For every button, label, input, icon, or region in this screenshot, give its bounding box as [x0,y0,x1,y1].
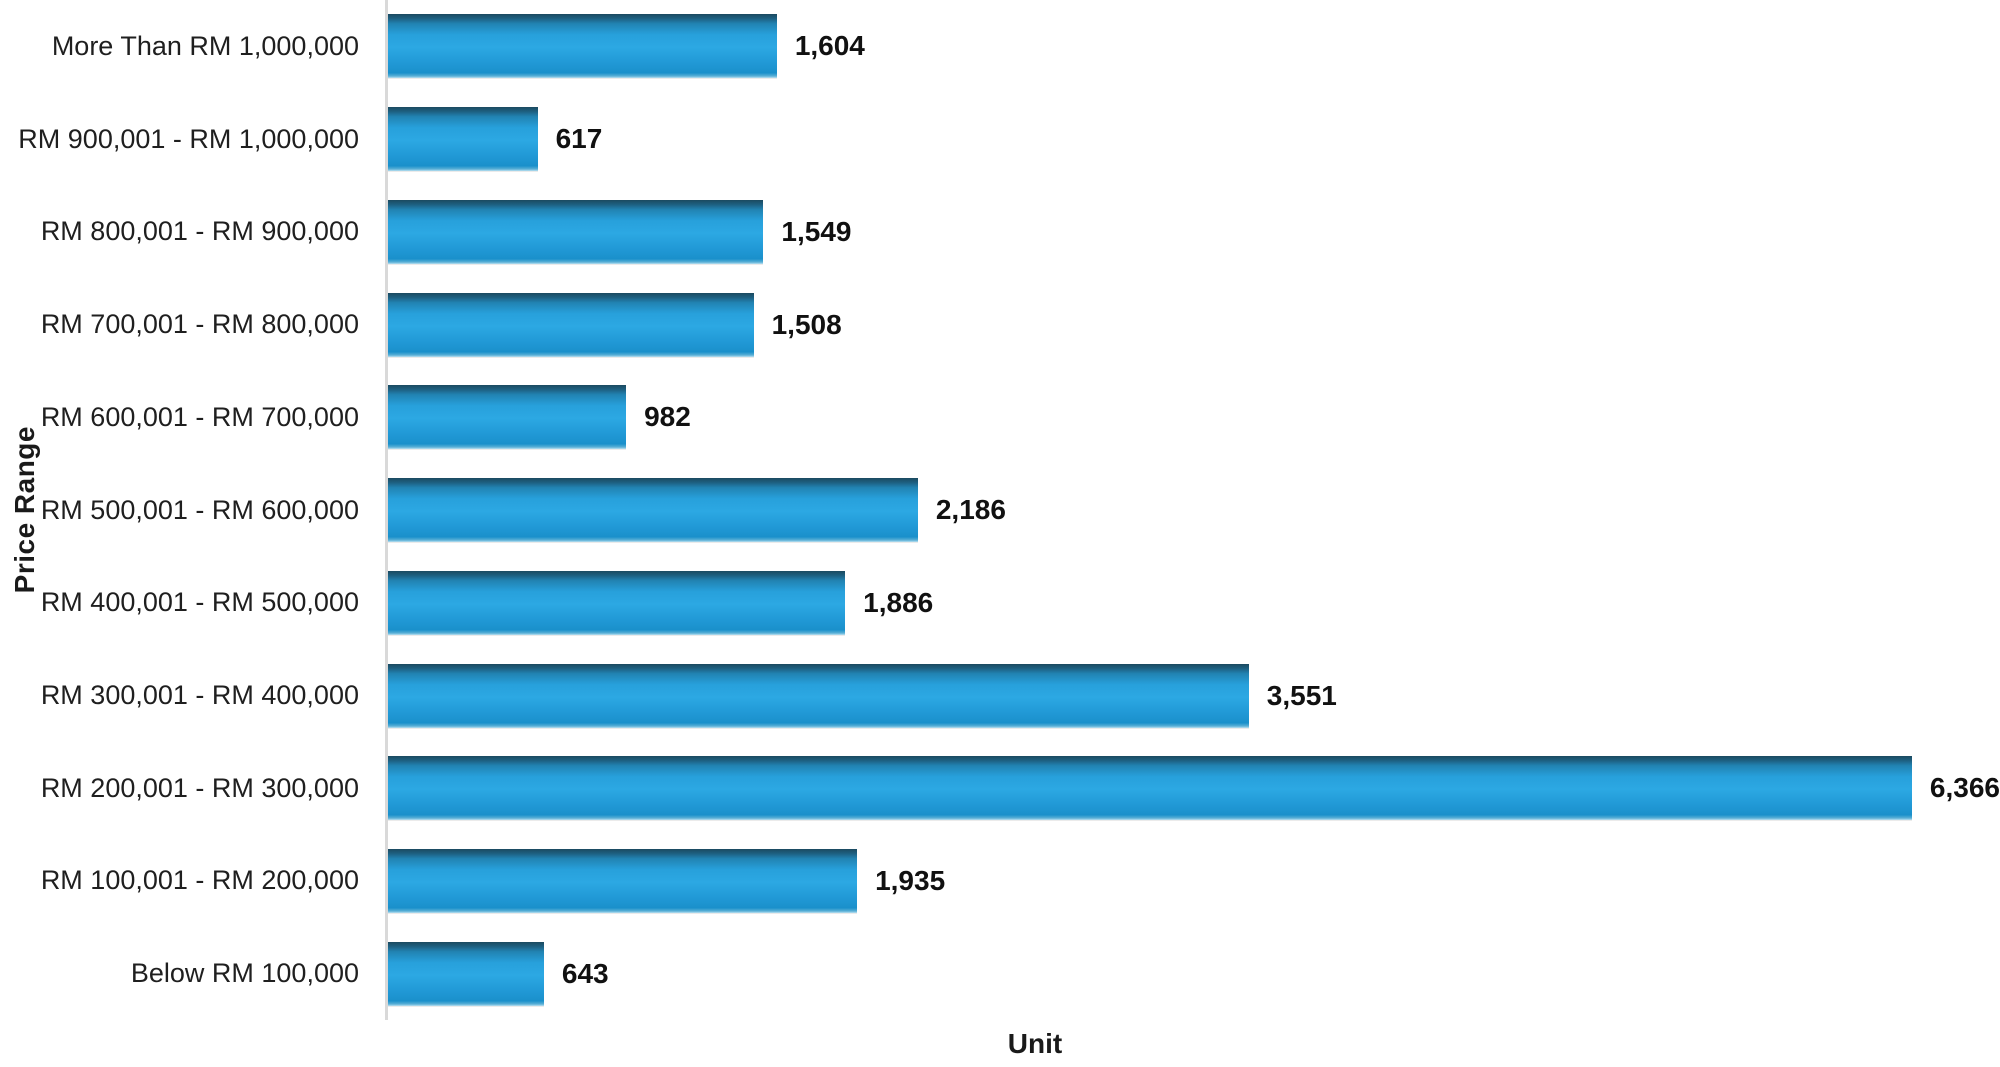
category-label: RM 800,001 - RM 900,000 [40,216,359,247]
bar-row: RM 100,001 - RM 200,000 1,935 [40,834,2000,928]
bar-row: RM 400,001 - RM 500,000 1,886 [40,556,2000,650]
value-label: 3,551 [1266,679,1337,711]
plot-track: 6,366 [385,741,2000,835]
bar-row: RM 500,001 - RM 600,000 2,186 [40,463,2000,557]
bar [388,14,777,79]
bar [388,570,846,635]
bar [388,385,627,450]
bar-row: RM 200,001 - RM 300,000 6,366 [40,741,2000,835]
bar [388,478,918,543]
bar [388,107,538,172]
value-label: 6,366 [1929,772,2000,804]
value-label: 1,604 [794,30,865,62]
plot-area: More Than RM 1,000,000 1,604 RM 900,001 … [18,0,2000,1021]
category-label: RM 300,001 - RM 400,000 [40,680,359,710]
plot-track: 1,604 [385,0,2000,93]
bar [388,292,754,357]
value-label: 643 [561,957,609,989]
x-axis-title: Unit [1007,1027,1063,1059]
plot-track: 1,935 [385,834,2000,928]
category-label: RM 100,001 - RM 200,000 [40,865,359,896]
value-label: 617 [555,123,603,155]
bar [388,199,764,264]
category-label: RM 700,001 - RM 800,000 [40,309,359,340]
category-label: RM 400,001 - RM 500,000 [40,587,359,618]
plot-track: 982 [385,370,2000,464]
value-label: 2,186 [935,494,1006,526]
value-label: 1,935 [875,864,946,896]
bar-row: RM 700,001 - RM 800,000 1,508 [40,278,2000,371]
plot-track: 643 [385,927,2000,1021]
category-label: Below RM 100,000 [130,958,359,989]
bar-row: RM 900,001 - RM 1,000,000 617 [18,92,2000,186]
category-label: RM 500,001 - RM 600,000 [40,494,359,525]
bar-row: Below RM 100,000 643 [50,927,2000,1021]
plot-track: 2,186 [385,463,2000,557]
bar [388,941,544,1006]
bar-row: More Than RM 1,000,000 1,604 [50,0,2000,93]
value-label: 1,508 [771,308,842,340]
bar-row: RM 600,001 - RM 700,000 982 [40,370,2000,464]
bar-row: RM 300,001 - RM 400,000 3,551 [40,649,2000,742]
x-axis-title-row: Unit [0,1020,2000,1067]
value-label: 982 [644,401,691,433]
y-axis-title: Price Range [9,426,40,594]
bar [388,663,1249,728]
plot-track: 1,508 [385,278,2000,371]
category-label: More Than RM 1,000,000 [51,30,359,61]
plot-track: 1,549 [385,185,2000,279]
category-label: RM 600,001 - RM 700,000 [40,401,359,432]
plot-track: 617 [385,92,2000,186]
bar-row: RM 800,001 - RM 900,000 1,549 [40,185,2000,279]
category-label: RM 200,001 - RM 300,000 [40,772,359,803]
bar-chart: Price Range More Than RM 1,000,000 1,604… [9,0,2000,1021]
plot-track: 1,886 [385,556,2000,650]
bar [388,756,1912,821]
value-label: 1,549 [781,215,852,247]
category-label: RM 900,001 - RM 1,000,000 [18,123,359,154]
value-label: 1,886 [863,586,934,618]
plot-track: 3,551 [385,649,2000,742]
bar [388,848,858,913]
